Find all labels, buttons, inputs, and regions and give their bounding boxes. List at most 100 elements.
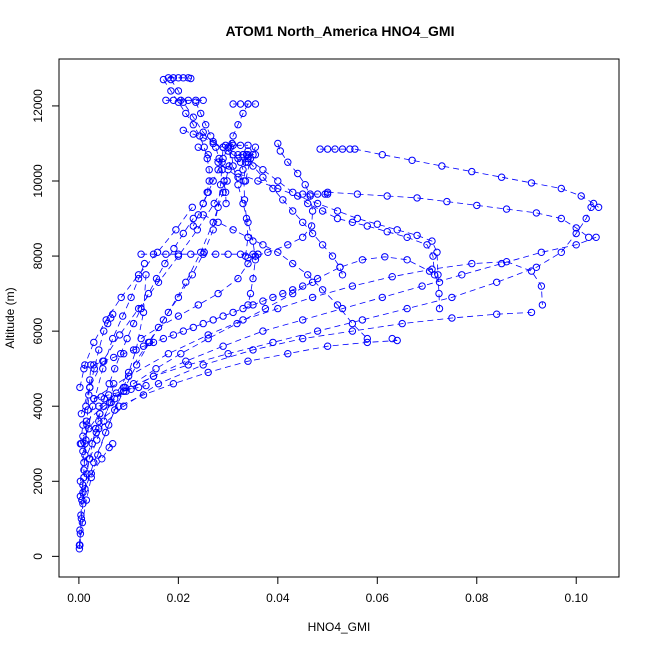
data-point (299, 334, 307, 343)
data-point (162, 250, 170, 258)
data-point (323, 342, 332, 350)
y-tick-label: 12000 (31, 89, 45, 123)
data-point (104, 319, 112, 328)
data-point (187, 74, 195, 83)
data-point (81, 485, 89, 493)
data-point (351, 145, 359, 153)
data-point (134, 304, 143, 313)
data-point (363, 222, 371, 230)
data-point (589, 199, 598, 208)
data-point (144, 289, 153, 298)
y-tick-label: 8000 (31, 242, 45, 269)
data-point (105, 391, 113, 399)
data-point (259, 241, 267, 249)
data-point (82, 402, 90, 410)
data-point (244, 301, 252, 309)
data-point (306, 192, 314, 200)
data-point (284, 241, 292, 249)
data-point (119, 312, 127, 320)
data-point (199, 361, 207, 369)
data-point (336, 263, 344, 271)
series (226, 143, 260, 309)
data-point (86, 455, 94, 463)
data-point (111, 365, 119, 373)
data-point (433, 248, 441, 257)
data-point (85, 425, 93, 433)
data-point (177, 350, 185, 358)
series (199, 211, 371, 343)
series (80, 139, 236, 467)
data-point (403, 304, 411, 313)
y-tick-label: 2000 (31, 468, 45, 495)
series-line (163, 79, 210, 204)
data-point (323, 188, 332, 197)
data-point (393, 336, 401, 345)
series-line (195, 102, 227, 204)
data-point (318, 207, 327, 215)
data-point (234, 154, 242, 163)
data-point (222, 199, 230, 208)
data-point (120, 402, 128, 410)
data-point (162, 96, 170, 105)
data-point (239, 199, 247, 208)
data-point (204, 151, 212, 159)
data-point (587, 203, 595, 212)
data-point (502, 205, 511, 213)
series (192, 98, 230, 208)
data-point (174, 293, 183, 302)
data-point (154, 278, 163, 286)
data-point (139, 342, 148, 350)
data-point (90, 365, 99, 373)
data-point (207, 132, 215, 140)
data-point (423, 241, 431, 249)
series-line (93, 385, 147, 400)
series-line (183, 129, 244, 170)
data-point (234, 181, 242, 189)
data-point (189, 323, 198, 332)
data-point (219, 312, 227, 320)
data-point (557, 184, 565, 193)
series-line (242, 154, 343, 275)
data-point (398, 319, 406, 328)
x-axis-label: HNO4_GMI (308, 620, 371, 634)
data-point (244, 147, 252, 155)
data-point (197, 248, 205, 257)
data-point (246, 289, 255, 298)
data-point (493, 310, 501, 318)
data-point (159, 75, 168, 84)
data-point (139, 308, 148, 317)
data-point (429, 252, 437, 260)
series (316, 145, 354, 153)
data-point (458, 271, 466, 279)
series (234, 169, 444, 313)
data-point (174, 87, 183, 95)
data-point (363, 338, 371, 347)
data-point (438, 162, 446, 170)
data-point (572, 224, 580, 232)
data-point (75, 541, 84, 549)
data-point (333, 214, 342, 223)
series (179, 126, 247, 174)
data-point (210, 199, 218, 208)
data-point (164, 308, 173, 317)
series-line (80, 263, 145, 482)
series-line (168, 77, 191, 79)
series-line (86, 236, 597, 422)
data-point (199, 199, 207, 208)
data-point (189, 121, 198, 129)
data-point (93, 436, 101, 444)
data-point (76, 526, 84, 534)
data-point (81, 451, 89, 459)
data-point (259, 297, 267, 305)
series (79, 334, 401, 440)
data-point (199, 319, 207, 328)
data-point (204, 334, 212, 343)
data-point (204, 331, 212, 339)
data-point (192, 96, 200, 105)
data-point (378, 151, 386, 159)
data-point (179, 327, 188, 335)
data-point (592, 233, 600, 242)
data-point (299, 190, 307, 198)
data-point (199, 96, 207, 105)
data-point (228, 139, 236, 148)
